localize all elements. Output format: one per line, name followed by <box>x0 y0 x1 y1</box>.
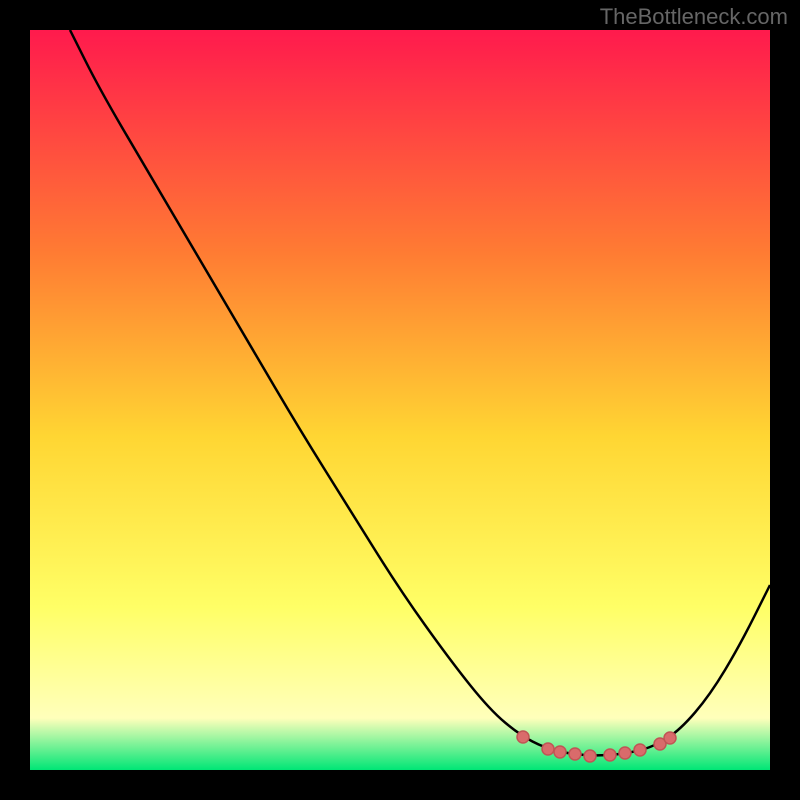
watermark-text: TheBottleneck.com <box>600 4 788 30</box>
marker-point <box>619 747 631 759</box>
marker-point <box>542 743 554 755</box>
marker-point <box>604 749 616 761</box>
marker-point <box>517 731 529 743</box>
marker-point <box>664 732 676 744</box>
chart-container: TheBottleneck.com <box>0 0 800 800</box>
marker-point <box>569 748 581 760</box>
marker-point <box>634 744 646 756</box>
bottleneck-chart <box>0 0 800 800</box>
marker-point <box>554 746 566 758</box>
marker-point <box>584 750 596 762</box>
chart-plot-area <box>30 30 770 770</box>
